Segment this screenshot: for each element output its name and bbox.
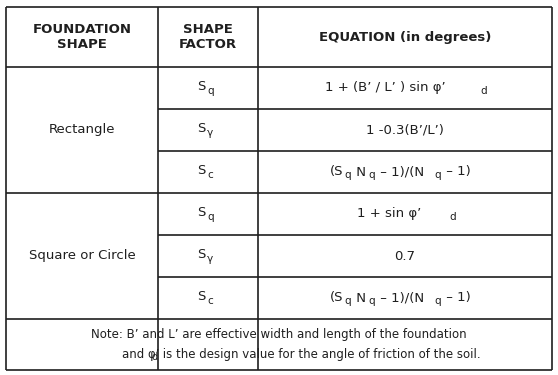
Text: – 1)/(N: – 1)/(N xyxy=(376,291,424,304)
Text: 1 + (B’ / L’ ) sin φ’: 1 + (B’ / L’ ) sin φ’ xyxy=(325,81,446,94)
Text: c: c xyxy=(207,170,213,180)
Text: Rectangle: Rectangle xyxy=(49,123,116,136)
Text: S: S xyxy=(196,206,205,219)
Text: SHAPE
FACTOR: SHAPE FACTOR xyxy=(179,23,237,51)
Text: 1 + sin φ’: 1 + sin φ’ xyxy=(357,207,421,220)
Text: q: q xyxy=(344,296,350,306)
Text: Square or Circle: Square or Circle xyxy=(28,249,136,262)
Text: c: c xyxy=(207,296,213,306)
Text: Note: B’ and L’ are effective width and length of the foundation: Note: B’ and L’ are effective width and … xyxy=(91,328,467,341)
Text: S: S xyxy=(196,248,205,261)
Text: is the design value for the angle of friction of the soil.: is the design value for the angle of fri… xyxy=(159,348,480,361)
Text: N: N xyxy=(352,291,366,304)
Text: d: d xyxy=(449,212,456,222)
Text: q: q xyxy=(434,170,441,180)
Text: q: q xyxy=(368,170,374,180)
Text: q: q xyxy=(207,86,214,96)
Text: – 1)/(N: – 1)/(N xyxy=(376,165,424,178)
Text: γ: γ xyxy=(207,254,213,264)
Text: q: q xyxy=(368,296,374,306)
Text: S: S xyxy=(196,164,205,177)
Text: d: d xyxy=(480,86,487,96)
Text: S: S xyxy=(196,122,205,135)
Text: N: N xyxy=(352,165,366,178)
Text: S: S xyxy=(196,80,205,93)
Text: (S: (S xyxy=(330,291,344,304)
Text: S: S xyxy=(196,290,205,303)
Text: – 1): – 1) xyxy=(442,165,471,178)
Text: (S: (S xyxy=(330,165,344,178)
Text: q: q xyxy=(344,170,350,180)
Text: EQUATION (in degrees): EQUATION (in degrees) xyxy=(319,30,491,44)
Text: 0.7: 0.7 xyxy=(395,249,416,262)
Text: γ: γ xyxy=(207,128,213,138)
Text: 1 -0.3(B’/L’): 1 -0.3(B’/L’) xyxy=(366,123,444,136)
Text: q: q xyxy=(207,211,214,222)
Text: – 1): – 1) xyxy=(442,291,471,304)
Text: FOUNDATION
SHAPE: FOUNDATION SHAPE xyxy=(32,23,132,51)
Text: d: d xyxy=(152,352,158,362)
Text: q: q xyxy=(434,296,441,306)
Text: and φ’: and φ’ xyxy=(122,348,160,361)
